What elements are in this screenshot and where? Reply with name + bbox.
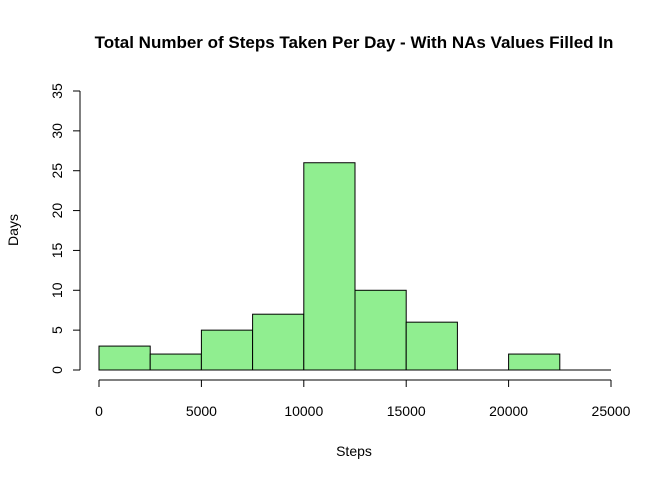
y-tick-label: 15 [49, 242, 65, 258]
y-tick-label: 10 [49, 282, 65, 298]
y-tick-label: 25 [49, 163, 65, 179]
y-tick-label: 35 [49, 83, 65, 99]
y-tick-label: 30 [49, 123, 65, 139]
histogram-bar-5 [303, 162, 356, 371]
x-tick-label: 5000 [186, 403, 217, 419]
x-axis: 0 5000 10000 15000 20000 25000 [95, 379, 631, 419]
histogram-bar-7 [405, 321, 458, 371]
y-tick-label: 0 [49, 366, 65, 374]
histogram-bar-4 [252, 313, 305, 371]
y-tick-label: 20 [49, 203, 65, 219]
chart-title: Total Number of Steps Taken Per Day - Wi… [95, 33, 614, 52]
y-tick-label: 5 [49, 326, 65, 334]
x-axis-label: Steps [336, 443, 372, 459]
histogram-bar-2 [149, 353, 202, 371]
y-axis: 0 5 10 15 20 25 30 35 [49, 83, 81, 374]
x-tick-label: 15000 [387, 403, 426, 419]
x-tick-label: 0 [95, 403, 103, 419]
y-axis-label: Days [5, 214, 21, 246]
bars-group [98, 162, 611, 371]
histogram-bar-6 [354, 289, 407, 371]
histogram-bar-3 [200, 329, 254, 371]
histogram-bar-1 [98, 345, 151, 371]
histogram-bar-9 [508, 353, 561, 371]
x-tick-label: 10000 [284, 403, 323, 419]
x-tick-label: 25000 [592, 403, 631, 419]
x-tick-label: 20000 [489, 403, 528, 419]
